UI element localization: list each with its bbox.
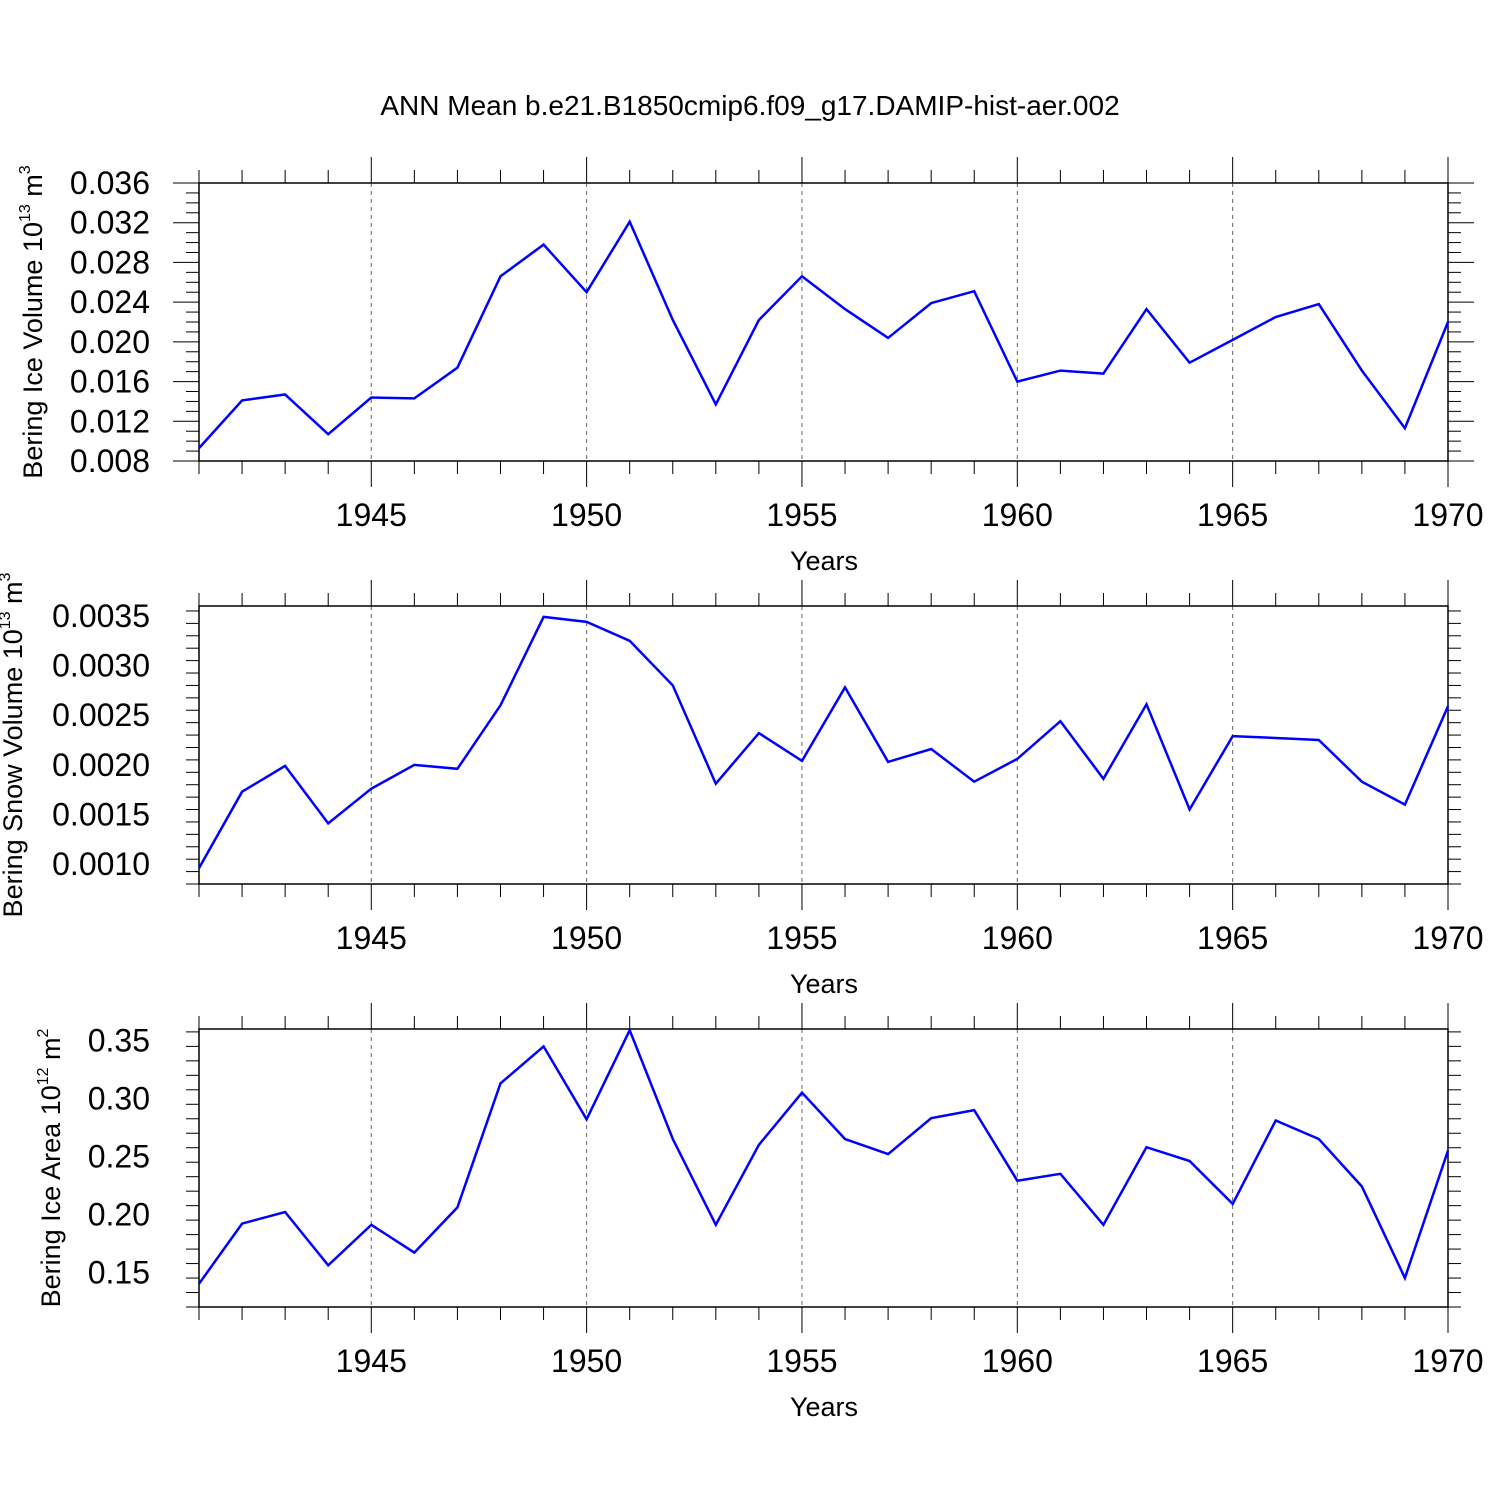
y-tick-label: 0.028 xyxy=(70,244,150,280)
x-tick-label: 1945 xyxy=(336,497,407,533)
y-tick-label: 0.0035 xyxy=(52,598,150,634)
y-axis-label-unit-exponent: 2 xyxy=(35,1028,52,1037)
y-tick-label: 0.0030 xyxy=(52,648,150,684)
x-tick-label: 1945 xyxy=(336,920,407,956)
x-tick-label: 1950 xyxy=(551,920,622,956)
y-tick-label: 0.036 xyxy=(70,165,150,201)
y-axis-label-exponent: 13 xyxy=(17,204,34,222)
y-axis-label-exponent: 13 xyxy=(0,611,14,629)
plot-frame xyxy=(198,605,1449,885)
series-line xyxy=(197,615,1450,869)
x-tick-label: 1960 xyxy=(982,497,1053,533)
y-tick-label: 0.008 xyxy=(70,443,150,479)
panel-2: 1945 1950 1955 1960 1965 1970 0.0010 0.0015 0.00… xyxy=(0,572,1484,999)
x-tick-label: 1960 xyxy=(982,1343,1053,1379)
x-tick-label: 1970 xyxy=(1412,497,1483,533)
y-tick-label: 0.020 xyxy=(70,324,150,360)
y-axis-label: Bering Ice Volume 1013 m3 xyxy=(17,165,48,478)
y-tick-label: 0.016 xyxy=(70,364,150,400)
y-tick-label: 0.35 xyxy=(88,1023,150,1059)
panel-3: 1945 1950 1955 1960 1965 1970 0.15 0.20 0.25 0.30… xyxy=(35,1003,1484,1422)
series-line xyxy=(198,219,1450,449)
x-tick-label: 1965 xyxy=(1197,497,1268,533)
y-tick-label: 0.20 xyxy=(88,1196,150,1232)
y-axis-label-text: Bering Ice Volume 10 xyxy=(18,222,48,479)
y-tick-label: 0.024 xyxy=(70,284,150,320)
x-tick-label: 1965 xyxy=(1197,920,1268,956)
y-tick-label: 0.0015 xyxy=(52,797,150,833)
y-axis-label-text: Bering Snow Volume 10 xyxy=(0,629,28,917)
x-tick-label: 1965 xyxy=(1197,1343,1268,1379)
x-axis-label: Years xyxy=(790,969,858,999)
x-axis-label: Years xyxy=(790,546,858,576)
y-axis-label: Bering Ice Area 1012 m2 xyxy=(35,1028,66,1307)
y-tick-label: 0.0025 xyxy=(52,697,150,733)
y-axis-label-unit-exponent: 3 xyxy=(17,165,34,174)
plot-frame xyxy=(198,182,1449,462)
y-axis-label: Bering Snow Volume 1013 m3 xyxy=(0,572,28,917)
y-axis-label-text: Bering Ice Area 10 xyxy=(36,1085,66,1307)
x-tick-label: 1955 xyxy=(766,497,837,533)
plot-frame xyxy=(198,1028,1449,1308)
y-tick-label: 0.032 xyxy=(70,205,150,241)
series-line xyxy=(197,1027,1450,1285)
x-tick-label: 1970 xyxy=(1412,920,1483,956)
x-tick-label: 1970 xyxy=(1412,1343,1483,1379)
y-tick-label: 0.15 xyxy=(88,1254,150,1290)
x-tick-label: 1960 xyxy=(982,920,1053,956)
y-tick-label: 0.30 xyxy=(88,1081,150,1117)
y-axis-label-unit: m xyxy=(18,174,48,204)
y-tick-label: 0.012 xyxy=(70,403,150,439)
x-tick-label: 1945 xyxy=(336,1343,407,1379)
y-tick-label: 0.25 xyxy=(88,1138,150,1174)
y-tick-label: 0.0020 xyxy=(52,747,150,783)
x-tick-label: 1955 xyxy=(766,1343,837,1379)
y-axis-label-unit-exponent: 3 xyxy=(0,572,14,581)
y-tick-label: 0.0010 xyxy=(52,846,150,882)
x-axis-label: Years xyxy=(790,1392,858,1422)
chart-title: ANN Mean b.e21.B1850cmip6.f09_g17.DAMIP-… xyxy=(380,90,1120,121)
y-axis-label-unit: m xyxy=(0,581,28,611)
x-tick-label: 1950 xyxy=(551,497,622,533)
y-axis-label-exponent: 12 xyxy=(35,1067,52,1085)
x-tick-label: 1955 xyxy=(766,920,837,956)
x-tick-label: 1950 xyxy=(551,1343,622,1379)
y-axis-label-unit: m xyxy=(36,1037,66,1067)
